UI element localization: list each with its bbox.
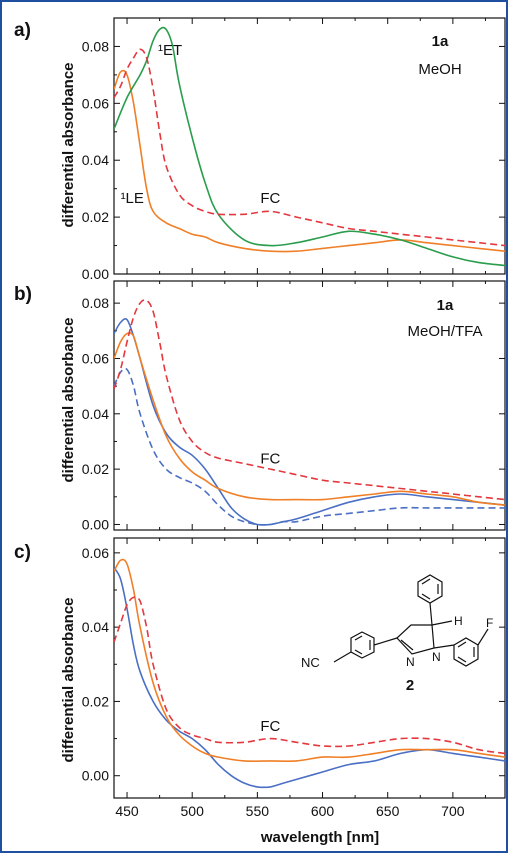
bond-c5-h [431, 620, 453, 626]
series-red-dashed-line [114, 596, 505, 755]
bond-n1-aryl [433, 644, 455, 649]
panel-a-condition: MeOH [418, 61, 461, 78]
panel-b-ylabel: differential absorbance [60, 317, 77, 482]
panel-2-plot: 0.00 0.02 0.04 0.06 450 500 550 600 650 700 FC [82, 537, 506, 819]
ring-fluorophenyl [453, 637, 479, 667]
panel-0-plot: 0.00 0.02 0.04 0.06 0.08 ¹ET ¹LE FC [82, 17, 506, 282]
compound-2-label-n1: N [432, 650, 441, 664]
series-blue-dashed-line [114, 367, 505, 526]
series-blue-solid-line [114, 567, 505, 789]
y-tick-label: 0.06 [82, 545, 109, 561]
series-orange-solid-line [114, 69, 505, 253]
panel-a: a) differential absorbance 1a MeOH [14, 20, 462, 228]
bond-ring-to-c5 [429, 602, 433, 626]
y-tick-label: 0.02 [82, 693, 109, 709]
bond-aryl-f [477, 628, 489, 646]
x-axis-label: wavelength [nm] [260, 829, 379, 846]
compound-2-label-nc: NC [301, 655, 320, 670]
y-tick-label: 0.08 [82, 38, 109, 54]
ring-benzonitrile-inner [354, 635, 371, 655]
annotation-le: ¹LE [121, 190, 144, 207]
y-tick-label: 0.06 [82, 350, 109, 366]
compound-2-number: 2 [406, 677, 414, 694]
series-red-dashed-line [114, 299, 505, 501]
panel-a-label: a) [14, 20, 31, 41]
panel-c-ylabel: differential absorbance [60, 597, 77, 762]
x-tick-label: 700 [441, 803, 465, 819]
x-tick-label: 550 [246, 803, 270, 819]
compound-2-label-f: F [486, 616, 493, 630]
panel-b-label: b) [14, 284, 32, 305]
y-tick-label: 0.06 [82, 95, 109, 111]
series-orange-solid-line [114, 332, 505, 506]
bond-aryl-c3 [373, 637, 398, 646]
panel-b: b) differential absorbance 1a MeOH/TFA [14, 284, 483, 483]
compound-2-structure [333, 574, 489, 667]
bond-cn-aryl [333, 651, 352, 663]
plot-frame [113, 537, 506, 799]
panel-1-plot: 0.00 0.02 0.04 0.06 0.08 FC [82, 280, 506, 532]
ring-phenyl-top-inner [421, 578, 439, 600]
annotation-fc: FC [260, 451, 280, 468]
x-tick-label: 500 [181, 803, 205, 819]
ring-phenyl-top [417, 574, 443, 604]
cn-double-bond [400, 639, 414, 651]
series-orange-solid-line [114, 558, 505, 762]
panel-c-label: c) [14, 542, 31, 563]
x-tick-label: 600 [311, 803, 335, 819]
annotation-fc: FC [260, 190, 280, 207]
ring-fluorophenyl-inner [457, 641, 475, 663]
panel-b-condition: MeOH/TFA [407, 323, 482, 340]
compound-2-label-h: H [454, 614, 463, 628]
pyrazoline-ring [396, 624, 435, 655]
y-tick-label: 0.00 [82, 266, 109, 282]
plot-frame [113, 280, 506, 531]
plot-frame [113, 17, 506, 275]
x-tick-label: 650 [376, 803, 400, 819]
annotation-fc: FC [260, 718, 280, 735]
y-tick-label: 0.04 [82, 619, 109, 635]
panel-a-ylabel: differential absorbance [60, 62, 77, 227]
panel-b-compound: 1a [437, 297, 454, 314]
y-tick-label: 0.00 [82, 768, 109, 784]
panel-c: c) differential absorbance wavelength [n… [14, 542, 493, 846]
y-tick-label: 0.02 [82, 209, 109, 225]
panel-a-compound: 1a [432, 33, 449, 50]
series-red-dashed-line [114, 48, 505, 247]
y-tick-label: 0.04 [82, 152, 109, 168]
y-tick-label: 0.00 [82, 516, 109, 532]
compound-2-label-n2: N [406, 655, 415, 669]
y-tick-label: 0.02 [82, 461, 109, 477]
y-tick-label: 0.04 [82, 406, 109, 422]
annotation-et: ¹ET [158, 42, 182, 59]
y-tick-label: 0.08 [82, 295, 109, 311]
x-tick-label: 450 [115, 803, 139, 819]
